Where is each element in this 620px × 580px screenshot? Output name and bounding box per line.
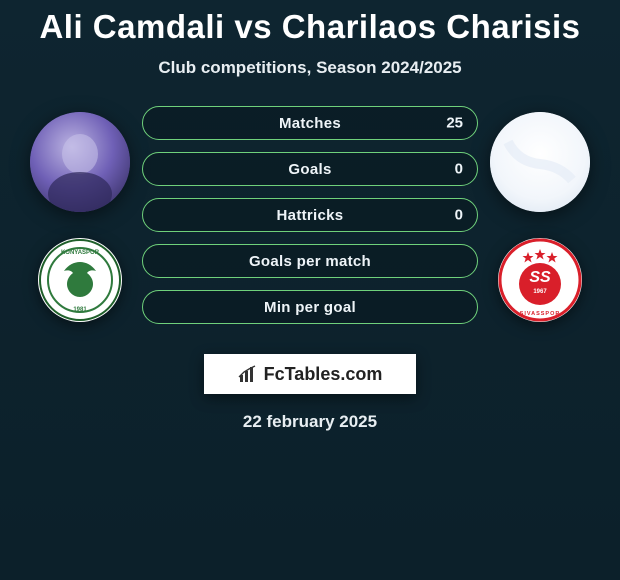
- stat-row-gpm: Goals per match: [142, 244, 478, 278]
- sivasspor-year: 1967: [533, 289, 547, 295]
- stats-column: Matches 25 Goals 0 Hattricks 0 Goals per…: [140, 106, 480, 432]
- stat-label: Matches: [279, 115, 341, 132]
- stat-label: Min per goal: [264, 299, 356, 316]
- club-badge-left: KONYASPOR 1981: [38, 238, 122, 322]
- bar-chart-icon: [238, 364, 258, 384]
- main-row: KONYASPOR 1981 Matches 25 Goals 0 Hattri…: [0, 106, 620, 432]
- fctables-logo-text: FcTables.com: [264, 364, 383, 385]
- page-subtitle: Club competitions, Season 2024/2025: [158, 58, 461, 78]
- konyaspor-badge-icon: KONYASPOR 1981: [38, 238, 122, 322]
- root: Ali Camdali vs Charilaos Charisis Club c…: [0, 0, 620, 432]
- avatar-right-svg: [490, 112, 590, 212]
- branding-wrap: FcTables.com 22 february 2025: [142, 354, 478, 432]
- stat-right-value: 25: [446, 115, 463, 132]
- svg-text:SS: SS: [529, 269, 551, 286]
- stat-row-hattricks: Hattricks 0: [142, 198, 478, 232]
- stat-label: Goals per match: [249, 253, 371, 270]
- footer-date: 22 february 2025: [243, 412, 377, 432]
- left-column: KONYASPOR 1981: [20, 106, 140, 322]
- avatar-left-svg: [30, 112, 130, 212]
- club-badge-right: SS 1967 SIVASSPOR: [498, 238, 582, 322]
- konyaspor-year: 1981: [73, 307, 87, 313]
- right-column: SS 1967 SIVASSPOR: [480, 106, 600, 322]
- stat-label: Hattricks: [277, 207, 344, 224]
- fctables-logo[interactable]: FcTables.com: [204, 354, 416, 394]
- stat-row-mpg: Min per goal: [142, 290, 478, 324]
- player-avatar-right: [490, 112, 590, 212]
- svg-text:KONYASPOR: KONYASPOR: [61, 250, 100, 256]
- stat-row-goals: Goals 0: [142, 152, 478, 186]
- svg-text:SIVASSPOR: SIVASSPOR: [520, 311, 561, 317]
- player-avatar-left: [30, 112, 130, 212]
- sivasspor-badge-icon: SS 1967 SIVASSPOR: [498, 238, 582, 322]
- page-title: Ali Camdali vs Charilaos Charisis: [39, 8, 580, 46]
- stat-row-matches: Matches 25: [142, 106, 478, 140]
- stat-right-value: 0: [455, 207, 463, 224]
- stat-label: Goals: [288, 161, 331, 178]
- stat-right-value: 0: [455, 161, 463, 178]
